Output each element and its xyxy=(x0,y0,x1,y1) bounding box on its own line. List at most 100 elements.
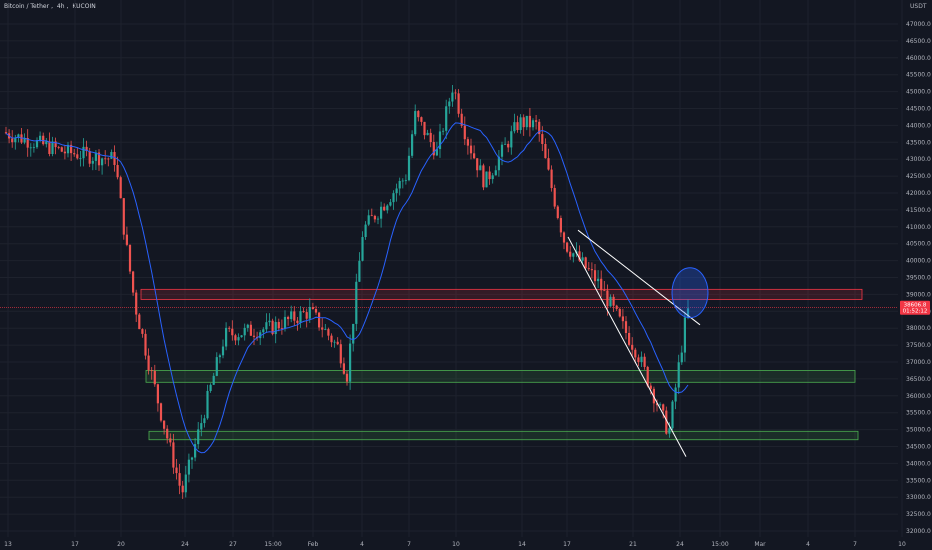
price-axis[interactable]: USDT 47000.0 46500.0 46000.0 45500.0 45000.0… xyxy=(906,3,931,535)
candle xyxy=(308,298,311,323)
candle-body xyxy=(218,355,221,358)
candle-body xyxy=(231,328,234,336)
candle xyxy=(448,97,451,114)
candle xyxy=(662,403,665,419)
candle xyxy=(122,197,125,240)
exchange-label: KUCOIN xyxy=(72,3,96,10)
candle xyxy=(432,134,435,160)
candle-body xyxy=(497,156,500,171)
candle xyxy=(32,143,35,153)
candle xyxy=(411,130,414,158)
trendline[interactable] xyxy=(567,236,687,457)
candle xyxy=(14,134,17,150)
candle xyxy=(442,127,445,136)
candle-body xyxy=(442,130,445,132)
candle-body xyxy=(454,92,457,94)
trendline[interactable] xyxy=(577,229,701,326)
candle xyxy=(420,116,423,126)
time-axis[interactable]: 13 17 20 24 27 15:00 Feb 4 7 10 14 17 21 24 15:00 Mar 4 7… xyxy=(4,541,906,548)
price-tick-label: 43000.0 xyxy=(906,156,931,163)
candle xyxy=(51,136,54,157)
candle xyxy=(671,399,674,431)
candle xyxy=(57,145,60,150)
candle-body xyxy=(637,357,640,363)
resistance-zone[interactable] xyxy=(140,288,863,300)
candle-body xyxy=(655,403,659,406)
candle-body xyxy=(389,202,392,206)
candle-body xyxy=(380,206,383,219)
candle xyxy=(640,351,643,367)
candle-body xyxy=(392,193,395,203)
candle xyxy=(212,372,215,386)
candle xyxy=(293,306,296,327)
candle-body xyxy=(435,149,438,156)
candle xyxy=(190,456,194,469)
candle xyxy=(556,204,559,220)
candle-body xyxy=(457,93,460,114)
candle-body xyxy=(262,329,265,333)
candle xyxy=(618,307,621,318)
candle xyxy=(274,316,277,344)
candle xyxy=(544,138,547,159)
candle-body xyxy=(54,141,57,148)
candle-body xyxy=(119,177,122,199)
candle-body xyxy=(147,355,150,371)
candle xyxy=(488,166,491,185)
candle-body xyxy=(559,218,562,233)
candle-body xyxy=(352,323,355,344)
candle xyxy=(141,328,144,338)
candle-body xyxy=(190,457,194,460)
candle-body xyxy=(94,152,97,161)
candle-body xyxy=(401,180,404,182)
candle-body xyxy=(197,429,200,445)
candle xyxy=(237,333,240,346)
candle-body xyxy=(172,442,175,468)
candle xyxy=(135,289,138,323)
candle xyxy=(184,465,187,498)
candle xyxy=(510,125,513,155)
candle-body xyxy=(587,268,590,270)
candle-body xyxy=(615,305,618,309)
candle xyxy=(597,270,600,288)
candle-body xyxy=(581,257,584,261)
support-zone[interactable] xyxy=(145,370,856,383)
candle-body xyxy=(448,101,451,107)
candle xyxy=(218,353,221,364)
candle xyxy=(674,383,677,410)
candle-body xyxy=(330,335,333,343)
candle xyxy=(262,327,265,339)
candle-body xyxy=(569,251,572,257)
candle xyxy=(234,333,237,345)
candle-body xyxy=(206,390,209,419)
candle xyxy=(116,156,119,180)
candle-body xyxy=(293,311,296,321)
candle xyxy=(414,104,417,137)
candle-body xyxy=(519,117,522,131)
candle-body xyxy=(141,329,144,334)
candle-body xyxy=(91,160,94,164)
support-zone[interactable] xyxy=(148,430,859,441)
time-tick-label: 7 xyxy=(407,541,411,548)
candle-body xyxy=(274,321,277,335)
candle-body xyxy=(26,138,29,148)
candle-body xyxy=(612,296,615,306)
candle-body xyxy=(14,137,17,143)
candle-body xyxy=(423,121,426,136)
price-tick-label: 42500.0 xyxy=(906,173,931,180)
candle xyxy=(528,108,531,137)
candle-body xyxy=(128,244,132,272)
title-separator: , xyxy=(66,3,69,10)
candle-body xyxy=(553,188,556,207)
candle-body xyxy=(373,215,376,220)
candle-body xyxy=(376,218,380,220)
candle xyxy=(445,99,448,140)
candle-body xyxy=(166,428,169,439)
chart-grid xyxy=(0,0,903,537)
candle-body xyxy=(110,152,113,159)
candle-body xyxy=(101,158,104,166)
candle-body xyxy=(535,120,538,122)
candle xyxy=(349,334,352,390)
candle-body xyxy=(280,328,283,330)
candle-body xyxy=(618,308,621,317)
